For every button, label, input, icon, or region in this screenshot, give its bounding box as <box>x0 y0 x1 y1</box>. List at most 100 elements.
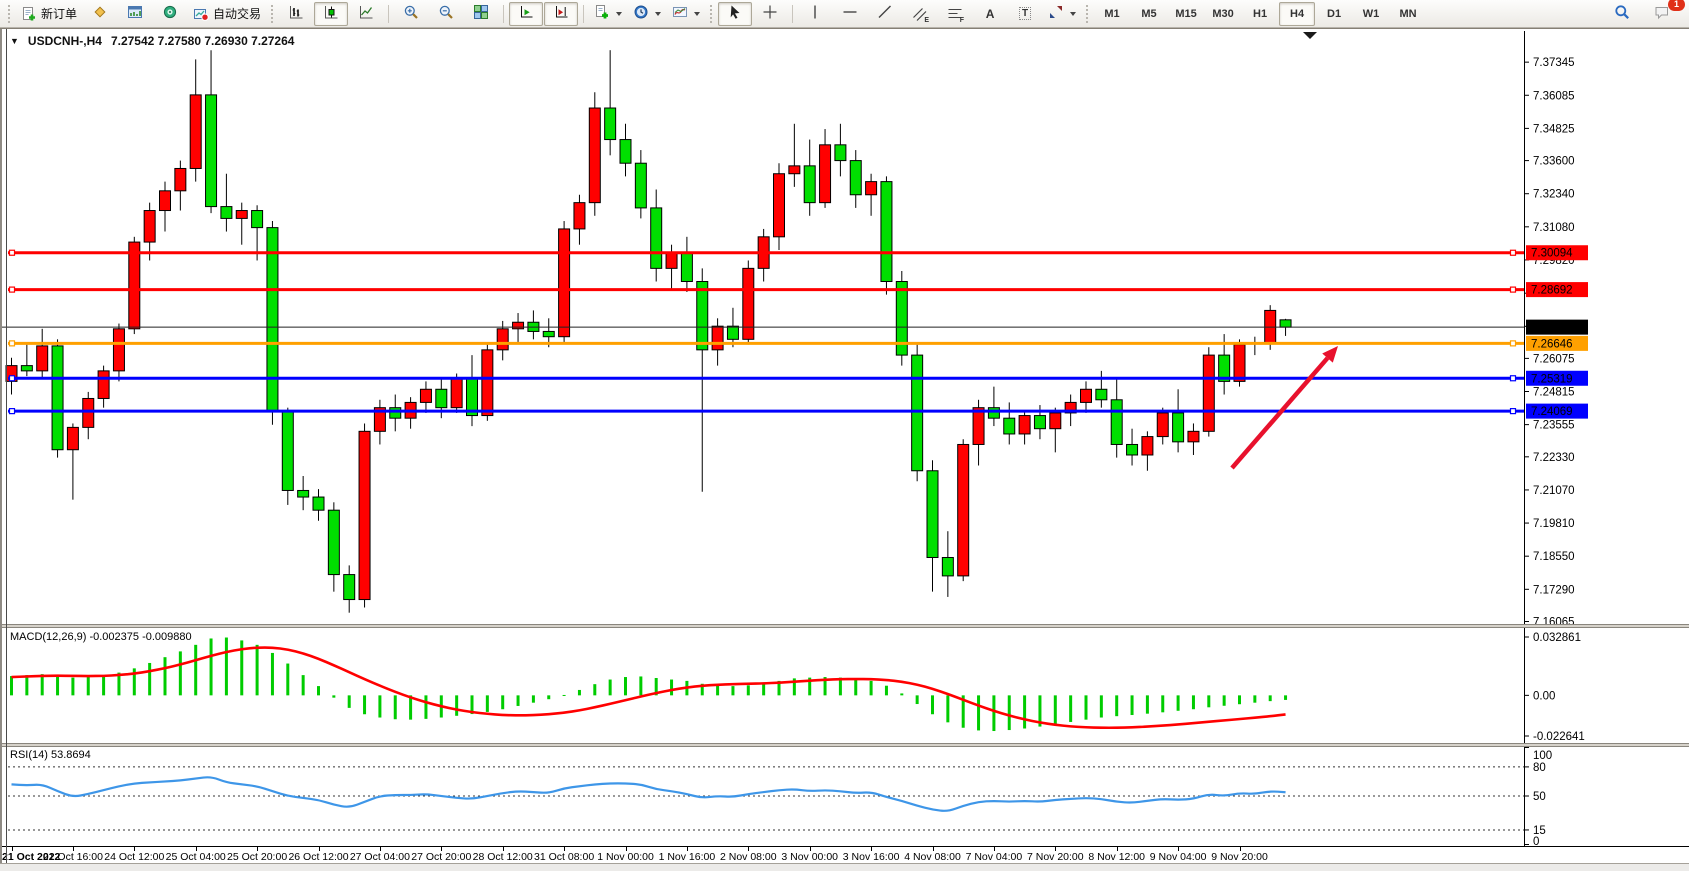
price-axis-label: 7.29820 <box>1533 255 1575 267</box>
periods-button[interactable] <box>628 2 666 26</box>
chart-shift-marker[interactable] <box>1303 32 1317 39</box>
timeframe-M1[interactable]: M1 <box>1104 7 1120 20</box>
candle-body <box>112 328 125 372</box>
line-endpoint-handle[interactable] <box>1509 249 1517 256</box>
line-chart-type-button[interactable] <box>349 2 383 26</box>
macd-histogram-bar <box>71 677 75 696</box>
line-endpoint-handle[interactable] <box>1509 408 1517 415</box>
price-axis-label: 7.26075 <box>1533 353 1575 365</box>
macd-histogram-bar <box>301 675 305 696</box>
bar-chart-type-button[interactable] <box>279 2 313 26</box>
horizontal-line-tool-button[interactable] <box>833 2 867 26</box>
text-tool-button[interactable]: A <box>973 2 1007 26</box>
timeframe-M15[interactable]: M15 <box>1175 7 1197 20</box>
price-axis-label: 7.33600 <box>1533 156 1575 168</box>
macd-histogram-bar <box>178 651 182 696</box>
chart-shift-button[interactable] <box>544 1 579 26</box>
notifications-button[interactable]: 1 <box>1645 0 1685 26</box>
toolbar-grip[interactable] <box>269 4 275 23</box>
line-endpoint-handle[interactable] <box>8 340 16 347</box>
toolbar-grip[interactable] <box>6 4 11 23</box>
crosshair-button[interactable] <box>753 2 787 26</box>
macd-histogram-bar <box>854 678 858 696</box>
trend-arrow[interactable] <box>1230 356 1330 470</box>
line-endpoint-handle[interactable] <box>1509 375 1517 382</box>
text-label-icon: T <box>1018 7 1032 20</box>
macd-histogram-bar <box>1268 695 1272 702</box>
price-line-badge <box>1526 282 1588 298</box>
macd-histogram-bar <box>424 695 428 719</box>
macd-histogram-bar <box>792 678 796 696</box>
trend-arrow-head[interactable] <box>1322 346 1338 363</box>
arrow-objects-icon <box>1048 4 1064 23</box>
line-endpoint-handle[interactable] <box>1509 286 1517 293</box>
text-label-tool-button[interactable]: T <box>1008 2 1042 26</box>
arrows-tool-button[interactable] <box>1043 2 1081 26</box>
price-line-badge-label: 7.25319 <box>1531 373 1573 385</box>
new-order-button[interactable]: 新订单 <box>16 2 82 26</box>
fibonacci-tool-button[interactable]: F <box>938 2 972 26</box>
candle-body <box>941 556 954 577</box>
market-watch-button[interactable] <box>153 2 187 26</box>
ohlc-values: 7.27542 7.27580 7.26930 7.27264 <box>110 34 295 48</box>
toolbar-grip[interactable] <box>1084 4 1090 23</box>
macd-histogram-bar <box>40 674 44 696</box>
cursor-button[interactable] <box>718 1 753 26</box>
line-endpoint-handle[interactable] <box>8 286 16 293</box>
indicators-button[interactable] <box>589 2 627 26</box>
macd-axis-label: -0.022641 <box>1533 731 1585 743</box>
candle-body <box>450 378 463 409</box>
channel-tool-button[interactable]: E <box>903 2 937 26</box>
timeframe-H4[interactable]: H4 <box>1279 1 1316 26</box>
search-button[interactable] <box>1605 2 1639 26</box>
tile-windows-button[interactable] <box>464 2 498 26</box>
timeframe-MN[interactable]: MN <box>1399 7 1417 20</box>
one-click-trading-toggle[interactable]: ▼ <box>10 36 19 46</box>
macd-histogram-bar <box>608 679 612 696</box>
time-axis-tick <box>1116 847 1118 851</box>
candle-body <box>312 496 325 511</box>
macd-histogram-bar <box>700 683 704 696</box>
chevron-down-icon <box>694 11 701 16</box>
macd-histogram-bar <box>86 677 90 696</box>
timeframe-D1[interactable]: D1 <box>1327 7 1342 20</box>
line-endpoint-handle[interactable] <box>8 375 16 382</box>
time-axis-label: 26 Oct 12:00 <box>288 851 349 863</box>
panel-splitter[interactable] <box>0 624 1689 628</box>
candle-chart-type-button[interactable] <box>314 1 349 26</box>
candle-body <box>266 227 279 413</box>
price-axis-label: 7.37345 <box>1533 57 1575 69</box>
window-left-border-inner <box>6 29 7 863</box>
sonar-icon <box>162 4 178 23</box>
line-endpoint-handle[interactable] <box>1509 340 1517 347</box>
candle-body <box>911 354 924 472</box>
price-axis-label: 7.19810 <box>1533 518 1575 530</box>
chevron-down-icon <box>655 11 662 16</box>
macd-histogram-bar <box>25 675 29 696</box>
new-chart-button[interactable] <box>118 2 152 26</box>
vertical-line-tool-button[interactable] <box>798 2 832 26</box>
templates-button[interactable] <box>667 2 705 26</box>
line-endpoint-handle[interactable] <box>8 249 16 256</box>
search-icon <box>1614 4 1630 23</box>
panel-splitter[interactable] <box>0 743 1689 747</box>
line-endpoint-handle[interactable] <box>8 408 16 415</box>
trendline-tool-button[interactable] <box>868 2 902 26</box>
macd-histogram-bar <box>102 675 106 696</box>
candle-body <box>619 139 632 164</box>
candle-body <box>1033 415 1046 430</box>
macd-histogram-bar <box>148 662 152 696</box>
autotrading-button[interactable]: 自动交易 <box>188 2 266 26</box>
timeframe-M5[interactable]: M5 <box>1141 7 1157 20</box>
timeframe-H1[interactable]: H1 <box>1253 7 1268 20</box>
timeframe-W1[interactable]: W1 <box>1362 7 1380 20</box>
zoom-in-button[interactable] <box>394 2 428 26</box>
macd-histogram-bar <box>977 695 981 731</box>
toolbar-grip[interactable] <box>708 4 714 23</box>
zoom-out-button[interactable] <box>429 2 463 26</box>
metaeditor-button[interactable] <box>83 2 117 26</box>
macd-indicator-label: MACD(12,26,9) -0.002375 -0.009880 <box>10 631 192 643</box>
auto-scroll-button[interactable] <box>509 1 544 26</box>
timeframe-M30[interactable]: M30 <box>1212 7 1234 20</box>
chevron-down-icon <box>616 11 623 16</box>
